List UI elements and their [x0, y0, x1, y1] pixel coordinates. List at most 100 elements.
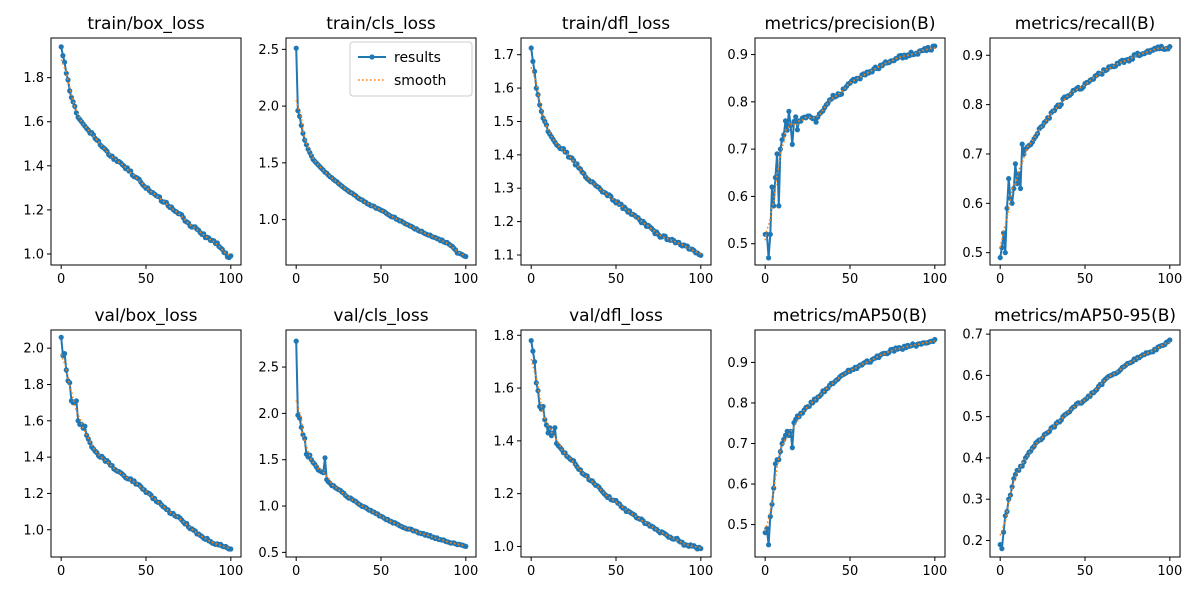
subplot-8: val/dfl_loss 0 50 100 1.0 1.2 1.4 1.6 1.8: [493, 306, 713, 579]
results-point: [777, 146, 784, 152]
results-point: [528, 338, 534, 344]
y-tick-label: 0.5: [727, 237, 748, 252]
y-tick-label: 1.4: [23, 451, 44, 466]
subplot-title: metrics/precision(B): [765, 14, 936, 34]
y-tick-label: 1.8: [23, 378, 44, 393]
x-tick-label: 100: [922, 564, 947, 579]
results-point: [776, 203, 782, 209]
x-tick-label: 100: [688, 272, 713, 287]
results-point: [1007, 195, 1014, 201]
y-tick-label: 1.0: [23, 523, 44, 538]
results-point: [463, 253, 469, 260]
subplot-title: val/cls_loss: [333, 306, 428, 326]
results-point: [463, 543, 469, 550]
y-tick-label: 1.4: [493, 434, 514, 449]
smooth-line: [60, 353, 231, 549]
results-point: [774, 151, 780, 157]
results-point: [62, 351, 68, 357]
axes-frame: [754, 37, 946, 266]
x-tick-label: 50: [373, 272, 390, 287]
results-point: [999, 546, 1005, 552]
x-tick-label: 100: [218, 272, 243, 287]
results-point: [1002, 513, 1008, 519]
subplot-title: train/dfl_loss: [562, 14, 670, 34]
results-point: [1009, 200, 1015, 206]
x-tick-label: 100: [688, 564, 713, 579]
y-tick-label: 0.5: [962, 246, 983, 261]
subplot-title: train/cls_loss: [326, 14, 436, 34]
results-point: [1167, 44, 1173, 50]
x-tick-label: 0: [761, 564, 769, 579]
results-point: [1006, 176, 1012, 182]
x-tick-label: 100: [1157, 564, 1182, 579]
smooth-line: [530, 358, 702, 549]
results-point: [1016, 467, 1022, 473]
y-tick-label: 2.5: [258, 43, 279, 58]
results-point: [67, 380, 73, 386]
results-point: [60, 53, 66, 59]
results-point: [762, 530, 768, 536]
results-point: [293, 338, 299, 344]
axes-frame: [285, 329, 477, 558]
subplot-title: val/dfl_loss: [569, 306, 663, 326]
y-tick-label: 0.4: [962, 451, 983, 466]
results-point: [1058, 101, 1064, 107]
results-point: [793, 114, 799, 120]
results-point: [530, 58, 536, 64]
results-point: [530, 348, 536, 354]
x-tick-label: 0: [527, 564, 535, 579]
results-point: [58, 334, 64, 340]
subplot-5: metrics/recall(B) 0 50 100 0.5 0.6 0.7 0.8 0.9: [962, 14, 1182, 287]
results-point: [786, 108, 792, 114]
y-tick-label: 1.6: [23, 115, 44, 130]
y-tick-label: 0.8: [727, 95, 748, 110]
y-tick-label: 1.1: [493, 248, 514, 263]
results-point: [932, 336, 938, 343]
subplot-4: metrics/precision(B) 0 50 100 0.5 0.6 0.7 0.8 0.…: [727, 14, 947, 287]
y-tick-label: 1.4: [23, 159, 44, 174]
results-point: [540, 403, 546, 410]
subplot-title: metrics/mAP50-95(B): [994, 306, 1176, 326]
subplot-title: metrics/mAP50(B): [773, 306, 927, 326]
y-tick-label: 0.7: [962, 147, 983, 162]
x-tick-label: 50: [842, 272, 859, 287]
y-tick-label: 2.0: [23, 342, 44, 357]
results-point: [1002, 250, 1008, 256]
y-tick-label: 1.2: [23, 203, 44, 218]
y-tick-label: 1.0: [258, 213, 279, 228]
x-tick-label: 0: [996, 564, 1004, 579]
subplot-title: metrics/recall(B): [1015, 14, 1156, 34]
results-point: [228, 546, 234, 552]
results-point: [698, 545, 704, 552]
results-point: [532, 359, 538, 365]
results-point: [528, 45, 534, 51]
results-point: [838, 91, 845, 97]
y-tick-label: 0.5: [962, 410, 983, 425]
results-point: [533, 380, 539, 386]
x-tick-label: 0: [996, 272, 1004, 287]
results-point: [789, 141, 795, 147]
results-point: [564, 149, 570, 155]
subplot-6: val/box_loss 0 50 100 1.0 1.2 1.4 1.6 1.8 2.0: [23, 306, 243, 579]
results-point: [766, 255, 772, 261]
y-tick-label: 0.6: [962, 369, 983, 384]
x-tick-label: 50: [842, 564, 859, 579]
results-point: [766, 542, 772, 548]
y-tick-label: 2.0: [258, 100, 279, 115]
y-tick-label: 0.9: [962, 49, 983, 64]
results-point: [769, 501, 775, 507]
x-tick-label: 100: [218, 564, 243, 579]
axes-frame: [520, 37, 712, 266]
results-point: [1021, 151, 1027, 157]
results-point: [772, 461, 779, 467]
results-point: [542, 417, 548, 423]
subplot-title: val/box_loss: [95, 306, 198, 326]
results-point: [1012, 161, 1019, 167]
results-point: [782, 118, 789, 124]
x-tick-label: 50: [608, 564, 625, 579]
legend-results-label: results: [394, 50, 441, 66]
y-tick-label: 0.6: [962, 197, 983, 212]
results-point: [1167, 337, 1173, 343]
y-tick-label: 0.7: [962, 328, 983, 343]
y-tick-label: 0.8: [727, 396, 748, 411]
